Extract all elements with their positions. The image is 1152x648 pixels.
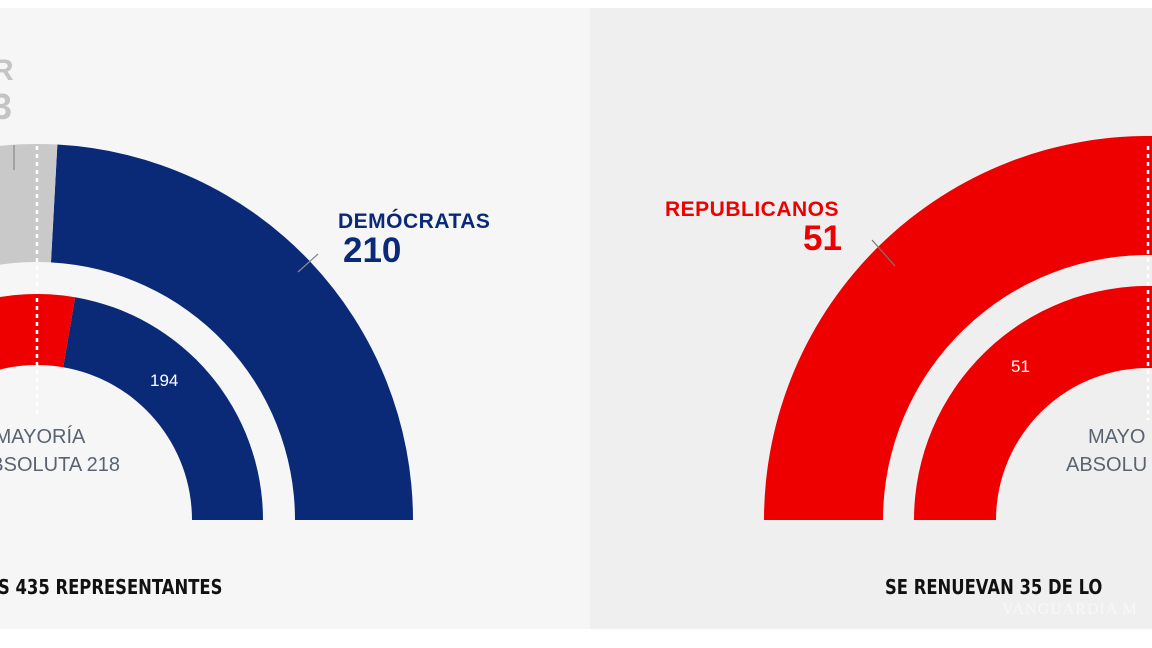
senate-footer: SE RENUEVAN 35 DE LO — [885, 575, 1103, 599]
cut-label-top: R — [0, 54, 14, 87]
senate-inner-segment-0 — [914, 286, 1152, 520]
republican-label: REPUBLICANOS — [665, 198, 840, 221]
cut-label-value: 3 — [0, 86, 13, 127]
house-outer-segment-0 — [50, 144, 414, 520]
inner-republican-value: 51 — [1011, 357, 1030, 376]
house-inner-segment-1 — [0, 294, 76, 370]
republican-leader-line — [871, 239, 896, 267]
republican-value: 51 — [803, 219, 842, 258]
watermark: VANGUARDIA M — [1002, 601, 1138, 618]
senate-outer-segment-0 — [764, 136, 1152, 520]
democrat-leader-line — [297, 253, 319, 273]
majority-label-line2-right: ABSOLU — [1066, 454, 1148, 476]
house-footer: S 435 REPRESENTANTES — [0, 575, 223, 599]
house-outer-segment-1 — [0, 144, 58, 265]
democrat-value: 210 — [343, 231, 402, 270]
majority-label-line2: ABSOLUTA 218 — [0, 454, 120, 476]
majority-label-line1: MAYORÍA — [0, 426, 86, 448]
democrat-label: DEMÓCRATAS — [338, 210, 491, 233]
majority-label-line1-right: MAYO — [1088, 426, 1146, 448]
house-inner-segment-0 — [63, 297, 263, 520]
inner-democrat-value: 194 — [150, 371, 179, 390]
